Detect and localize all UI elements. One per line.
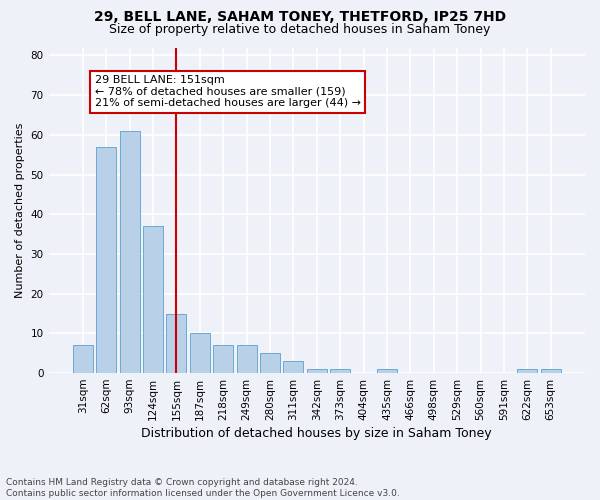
Bar bbox=[166, 314, 187, 373]
Bar bbox=[330, 369, 350, 373]
Bar bbox=[97, 147, 116, 373]
Bar bbox=[236, 346, 257, 373]
Bar bbox=[377, 369, 397, 373]
Bar bbox=[190, 334, 210, 373]
Bar bbox=[260, 353, 280, 373]
Bar bbox=[73, 346, 93, 373]
Text: Contains HM Land Registry data © Crown copyright and database right 2024.
Contai: Contains HM Land Registry data © Crown c… bbox=[6, 478, 400, 498]
Bar bbox=[307, 369, 327, 373]
Y-axis label: Number of detached properties: Number of detached properties bbox=[15, 122, 25, 298]
Text: 29, BELL LANE, SAHAM TONEY, THETFORD, IP25 7HD: 29, BELL LANE, SAHAM TONEY, THETFORD, IP… bbox=[94, 10, 506, 24]
Text: 29 BELL LANE: 151sqm
← 78% of detached houses are smaller (159)
21% of semi-deta: 29 BELL LANE: 151sqm ← 78% of detached h… bbox=[95, 76, 361, 108]
Text: Size of property relative to detached houses in Saham Toney: Size of property relative to detached ho… bbox=[109, 22, 491, 36]
Bar bbox=[213, 346, 233, 373]
Bar bbox=[283, 361, 304, 373]
Bar bbox=[143, 226, 163, 373]
X-axis label: Distribution of detached houses by size in Saham Toney: Distribution of detached houses by size … bbox=[142, 427, 492, 440]
Bar bbox=[541, 369, 560, 373]
Bar bbox=[517, 369, 537, 373]
Bar bbox=[120, 131, 140, 373]
